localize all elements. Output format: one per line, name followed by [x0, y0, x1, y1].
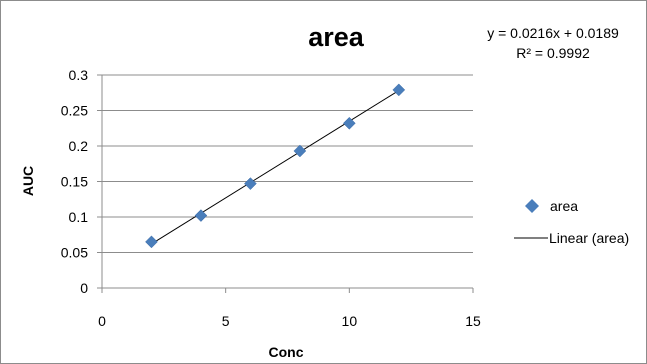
x-tick-labels: 0 5 10 15 [98, 288, 481, 329]
legend-label-linear: Linear (area) [549, 230, 629, 246]
chart-title: area [308, 22, 365, 52]
data-points [145, 83, 406, 249]
r-squared: R² = 0.9992 [516, 45, 590, 61]
trendline-linear [151, 90, 400, 245]
x-tick-label: 0 [98, 313, 106, 329]
y-tick-label: 0.05 [61, 245, 88, 261]
x-axis-title: Conc [269, 344, 304, 360]
x-tick-label: 5 [222, 313, 230, 329]
y-tick-label: 0.3 [69, 67, 89, 83]
data-point [342, 116, 356, 130]
data-point [392, 83, 406, 97]
y-tick-labels: 0 0.05 0.1 0.15 0.2 0.25 0.3 [61, 67, 102, 296]
data-point [293, 144, 307, 158]
legend: area Linear (area) [514, 198, 629, 246]
legend-label-area: area [550, 198, 578, 214]
trend-equation: y = 0.0216x + 0.0189 [487, 25, 619, 41]
data-point [194, 209, 208, 222]
grid [102, 74, 473, 253]
legend-marker-area [525, 199, 539, 213]
y-tick-label: 0.15 [61, 174, 88, 190]
y-tick-label: 0 [80, 280, 88, 296]
x-tick-label: 15 [465, 313, 481, 329]
y-tick-label: 0.25 [61, 103, 88, 119]
y-axis-title: AUC [20, 166, 36, 196]
trendline [151, 90, 400, 245]
y-tick-label: 0.2 [69, 138, 89, 154]
data-point [244, 177, 257, 190]
data-point [145, 235, 158, 249]
y-tick-label: 0.1 [69, 209, 89, 225]
x-tick-label: 10 [342, 313, 358, 329]
